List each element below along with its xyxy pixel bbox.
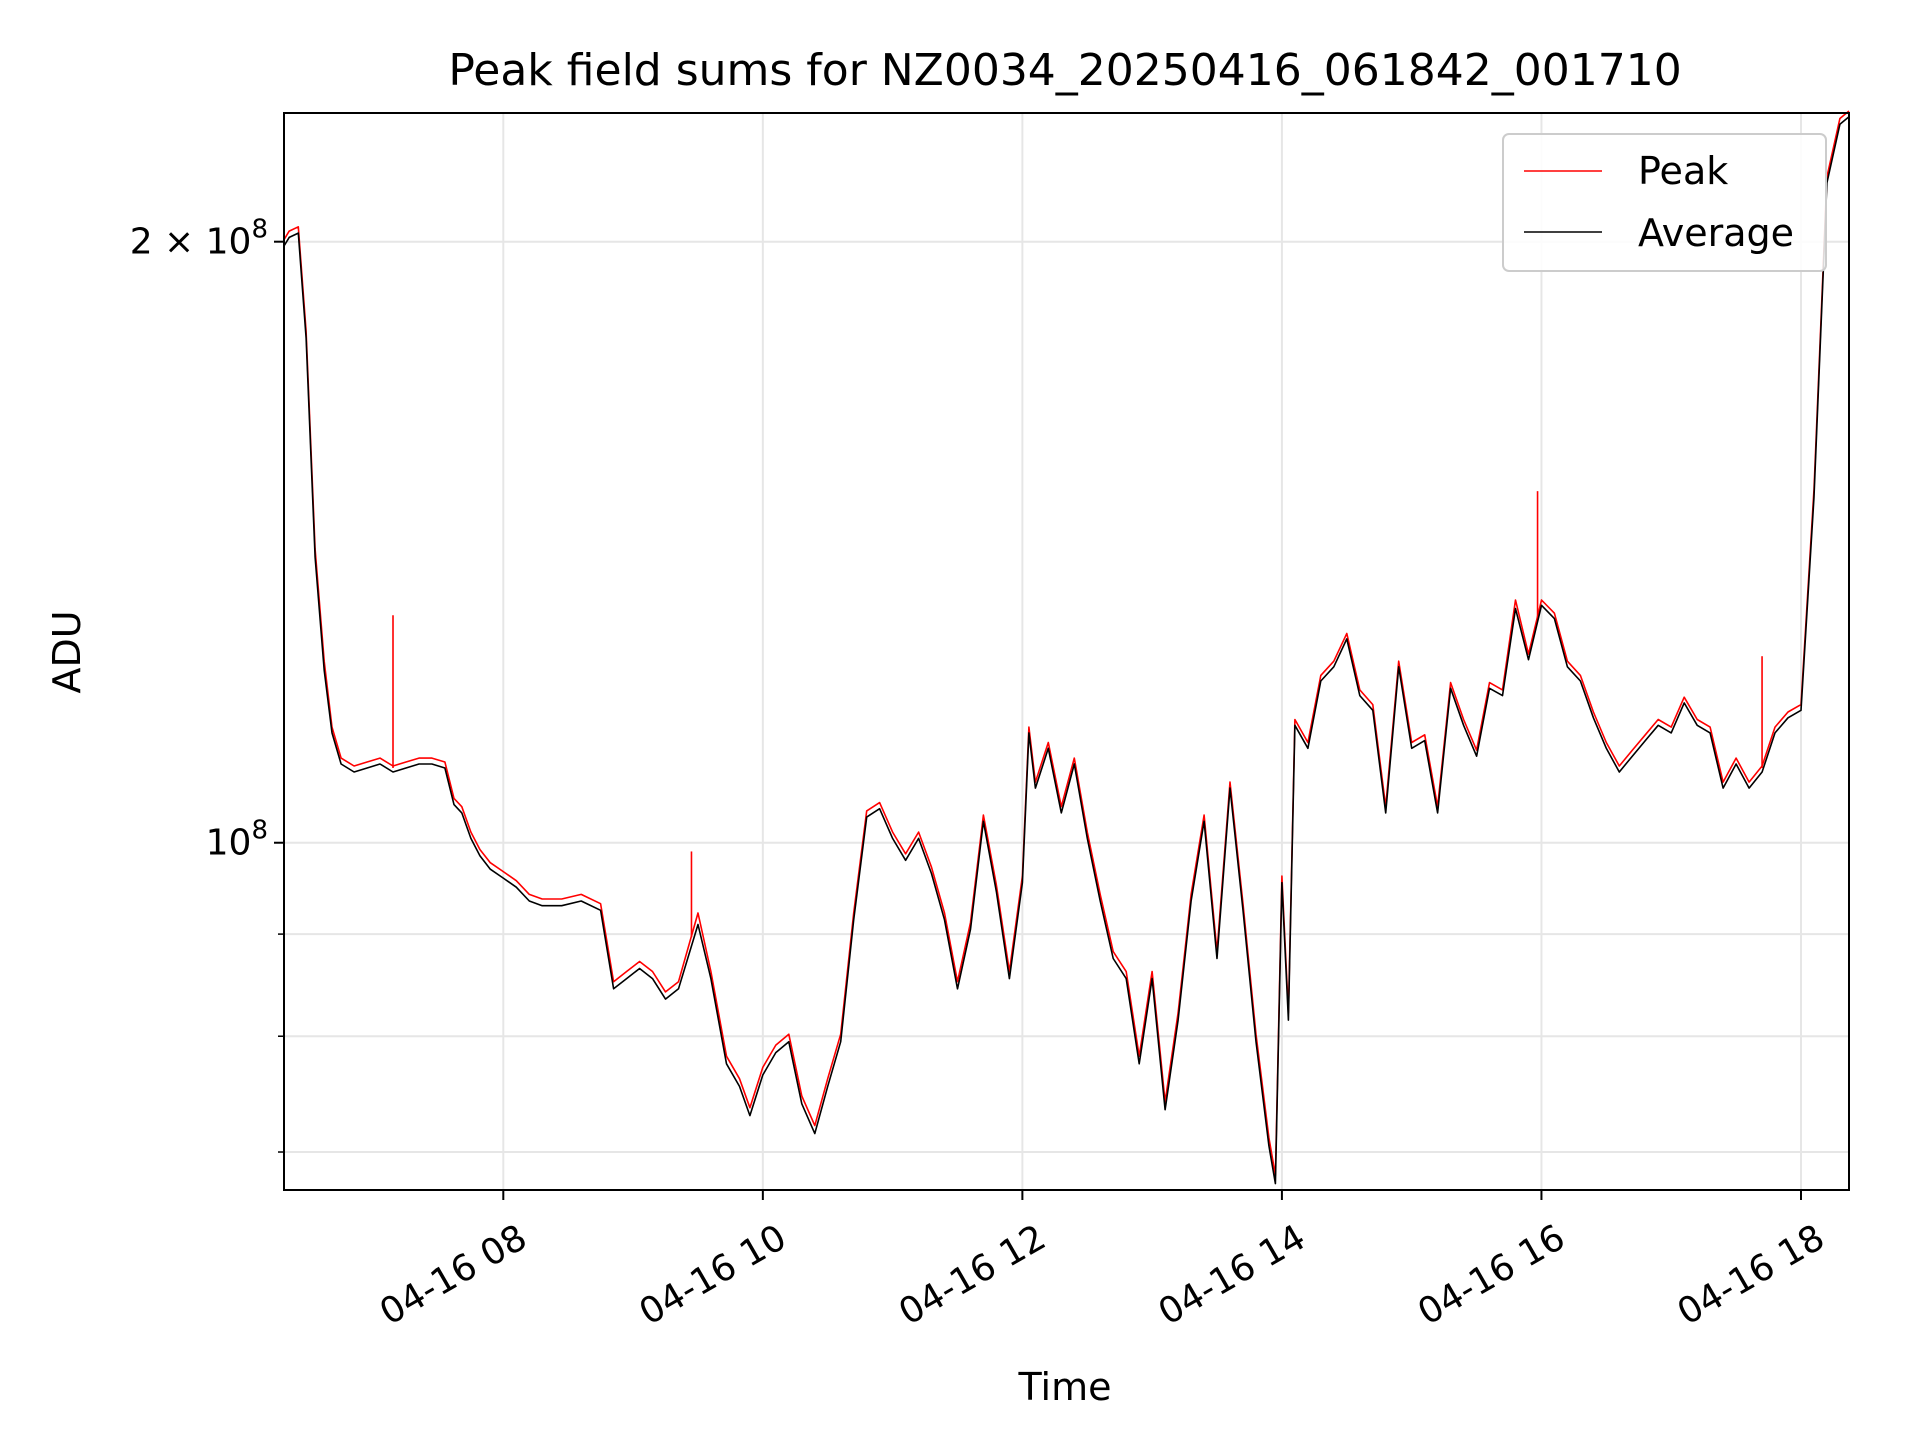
- series-layer: [283, 110, 1850, 1185]
- grid: [284, 113, 1849, 1190]
- legend-label-average: Average: [1638, 211, 1794, 255]
- y-axis-label: ADU: [45, 610, 89, 693]
- series-line-peak: [283, 110, 1850, 1176]
- series-line-average: [283, 116, 1850, 1185]
- plot-frame: [283, 112, 1850, 1191]
- chart-title: Peak field sums for NZ0034_20250416_0618…: [448, 45, 1681, 96]
- y-tick-label: 108: [206, 816, 268, 864]
- y-tick-label: 2 × 108: [130, 215, 268, 263]
- legend-label-peak: Peak: [1638, 149, 1728, 193]
- legend: Peak Average: [1502, 133, 1827, 272]
- legend-box: [1502, 133, 1827, 272]
- x-axis-label: Time: [1018, 1365, 1112, 1409]
- y-axis: 108 2 × 108: [130, 215, 284, 1153]
